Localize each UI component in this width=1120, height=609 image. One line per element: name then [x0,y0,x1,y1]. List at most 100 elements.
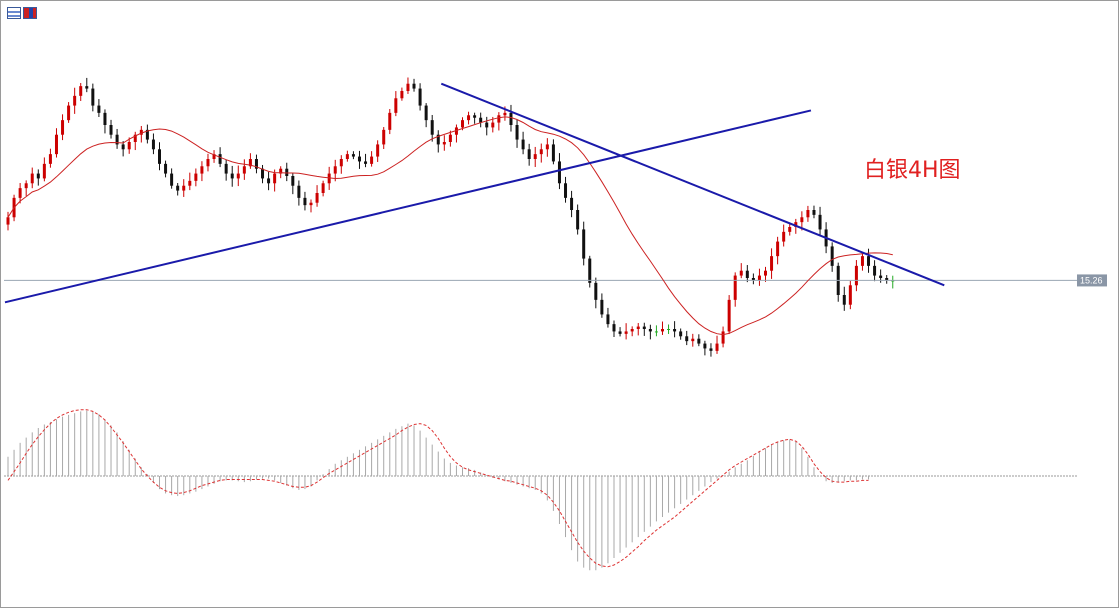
candle-body [327,173,331,184]
candle-body [400,91,404,99]
candles [6,77,895,357]
candle [279,166,283,179]
candle [394,91,398,117]
candle-body [30,173,34,184]
candle [254,154,258,174]
candle-body [885,278,889,281]
chart-type-icon[interactable] [23,7,37,19]
candle-body [503,112,507,116]
candle [679,328,683,340]
candle-body [164,163,168,174]
candle-body [703,343,707,349]
candle [812,205,816,219]
candle [479,112,483,128]
candle-body [145,129,149,140]
rising-trendline [4,109,812,304]
candle [473,112,477,124]
candle [236,165,240,187]
candle-body [733,275,737,300]
candle [570,190,574,218]
candle-body [206,159,210,167]
candle-body [224,163,228,174]
candle-body [158,149,161,164]
candle-body [521,139,525,150]
candle-body [97,105,101,113]
candle-body [67,105,71,121]
moving-average-line [7,116,893,336]
candle-body [600,299,604,315]
candle [727,295,731,335]
candle-body [345,154,349,159]
candle-body [382,129,386,145]
candle [618,327,622,337]
candle-body [285,168,289,176]
candle-body [812,210,816,215]
candle [594,277,598,309]
candle-body [42,163,46,179]
candle [127,137,131,154]
candle-body [606,314,610,325]
candle [382,127,386,150]
candle [158,142,161,171]
candle-body [636,326,640,329]
candle-body [461,120,464,128]
candle [339,155,343,174]
candle-body [539,149,543,155]
candle-body [479,117,483,123]
candle-body [394,98,398,113]
candle [97,99,101,117]
candle [467,111,471,125]
candle-body [745,270,749,278]
candle-body [533,154,537,159]
candle-body [515,125,519,140]
candle [67,102,71,123]
candle [85,77,89,93]
candle-body [218,154,222,164]
candle [836,262,840,302]
candle-body [612,324,616,332]
candle [230,165,234,187]
candle [842,286,846,311]
candle-body [115,134,119,145]
candle-body [339,159,343,167]
candle-body [364,161,368,164]
candle-body [127,142,131,150]
candle-body [103,112,107,125]
candle-body [230,173,234,179]
properties-icon[interactable] [7,7,21,19]
candle [636,323,640,336]
candle-body [770,256,774,271]
candle-body [242,166,246,174]
candle [515,119,519,148]
candle [806,205,810,222]
candle [121,141,125,157]
candle [182,179,186,197]
candle [170,168,174,189]
candle-body [467,115,471,121]
candle-body [715,343,719,351]
candle [642,322,646,336]
candle-body [509,112,513,125]
candle [721,326,725,348]
candle-body [860,256,864,266]
candle [788,224,792,236]
candle [188,172,192,191]
candle [206,153,210,172]
candle [551,139,555,165]
candle [739,263,743,279]
candle-body [279,168,283,174]
candle-body [642,326,646,329]
candle [406,77,410,94]
candle-body [188,180,192,186]
candle [818,206,822,236]
candle-body [176,185,180,191]
candle-body [170,173,174,186]
candle [685,330,689,346]
candle-body [442,142,446,145]
candle [151,133,155,155]
candle [660,321,664,335]
falling-trendline [440,82,945,287]
candle-body [109,125,113,135]
candle [54,128,58,158]
